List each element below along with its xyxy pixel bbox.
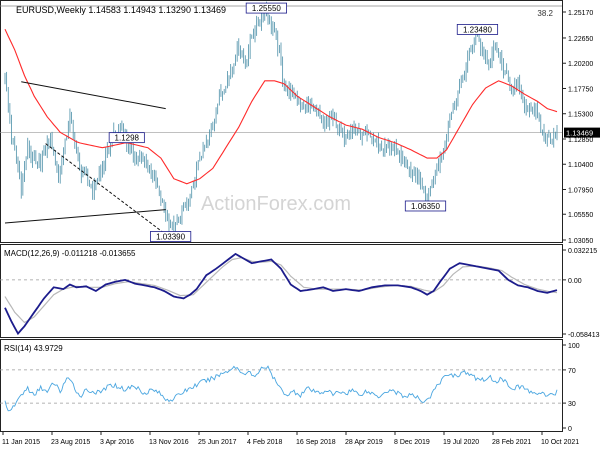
- price-y-tick-label: 1.12850: [568, 137, 593, 144]
- trendline: [45, 143, 167, 235]
- price-y-tick-label: 1.15300: [568, 112, 593, 119]
- x-tick-label: 19 Jul 2020: [443, 439, 479, 446]
- price-panel-title: EURUSD,Weekly 1.14583 1.14943 1.13290 1.…: [16, 5, 226, 15]
- macd-y-tick-label: 0.00: [568, 278, 582, 285]
- x-tick-label: 8 Dec 2019: [394, 439, 430, 446]
- macd-panel-frame: [0, 244, 563, 338]
- x-tick-label: 23 Aug 2015: [51, 439, 90, 446]
- macd-y-tick-label: 0.032215: [568, 248, 597, 255]
- price-y-tick-label: 1.17750: [568, 86, 593, 93]
- annotation-box: [149, 231, 192, 242]
- price-y-tick-label: 1.07950: [568, 187, 593, 194]
- x-tick-label: 25 Jun 2017: [198, 439, 237, 446]
- macd-panel-title: MACD(12,26,9) -0.011218 -0.013655: [4, 249, 136, 258]
- annotation-box: [404, 200, 447, 212]
- price-panel-frame: [0, 0, 563, 243]
- annotation-box: [245, 2, 287, 14]
- price-y-tick-label: 1.05550: [568, 212, 593, 219]
- last-price-label: 1.13469: [566, 129, 593, 138]
- x-tick-label: 28 Apr 2019: [345, 439, 383, 446]
- x-tick-label: 16 Sep 2018: [296, 439, 336, 446]
- macd-signal-line: [4, 256, 558, 324]
- annotation-label: 1.1298: [115, 134, 140, 143]
- rsi-panel-title: RSI(14) 43.9729: [4, 344, 63, 353]
- x-tick-label: 10 Oct 2021: [541, 439, 579, 446]
- x-tick-label: 3 Apr 2016: [100, 439, 134, 446]
- price-y-tick-label: 1.25170: [568, 10, 593, 17]
- annotation-label: 1.23480: [463, 25, 492, 34]
- last-price-tag: [564, 127, 600, 138]
- rsi-line: [4, 365, 558, 412]
- macd-y-tick-label: -0.058413: [568, 332, 600, 339]
- moving-average-line: [4, 28, 558, 185]
- annotation-label: 1.06350: [411, 202, 440, 211]
- trendline: [21, 81, 166, 110]
- macd-line: [4, 252, 558, 336]
- price-y-tick-label: 1.10400: [568, 162, 593, 169]
- price-y-tick-label: 1.20200: [568, 61, 593, 68]
- watermark: ActionForex.com: [201, 193, 351, 215]
- rsi-panel-frame: [0, 339, 563, 432]
- rsi-y-tick-label: 100: [568, 343, 580, 350]
- price-y-tick-label: 1.22650: [568, 36, 593, 43]
- x-tick-label: 11 Jan 2015: [2, 439, 40, 446]
- rsi-y-tick-label: 0: [568, 426, 572, 433]
- annotation-label: 1.03390: [156, 232, 185, 241]
- x-tick-label: 4 Feb 2018: [247, 439, 283, 446]
- fib-label: 38.2: [537, 9, 553, 18]
- x-tick-label: 13 Nov 2016: [149, 439, 189, 446]
- annotation-label: 1.25550: [252, 4, 281, 13]
- annotation-box: [108, 132, 145, 144]
- annotation-box: [456, 24, 499, 35]
- rsi-y-tick-label: 30: [568, 401, 576, 408]
- trendline: [4, 209, 166, 224]
- rsi-y-tick-label: 70: [568, 368, 576, 375]
- price-y-tick-label: 1.03050: [568, 238, 593, 245]
- x-tick-label: 28 Feb 2021: [492, 439, 531, 446]
